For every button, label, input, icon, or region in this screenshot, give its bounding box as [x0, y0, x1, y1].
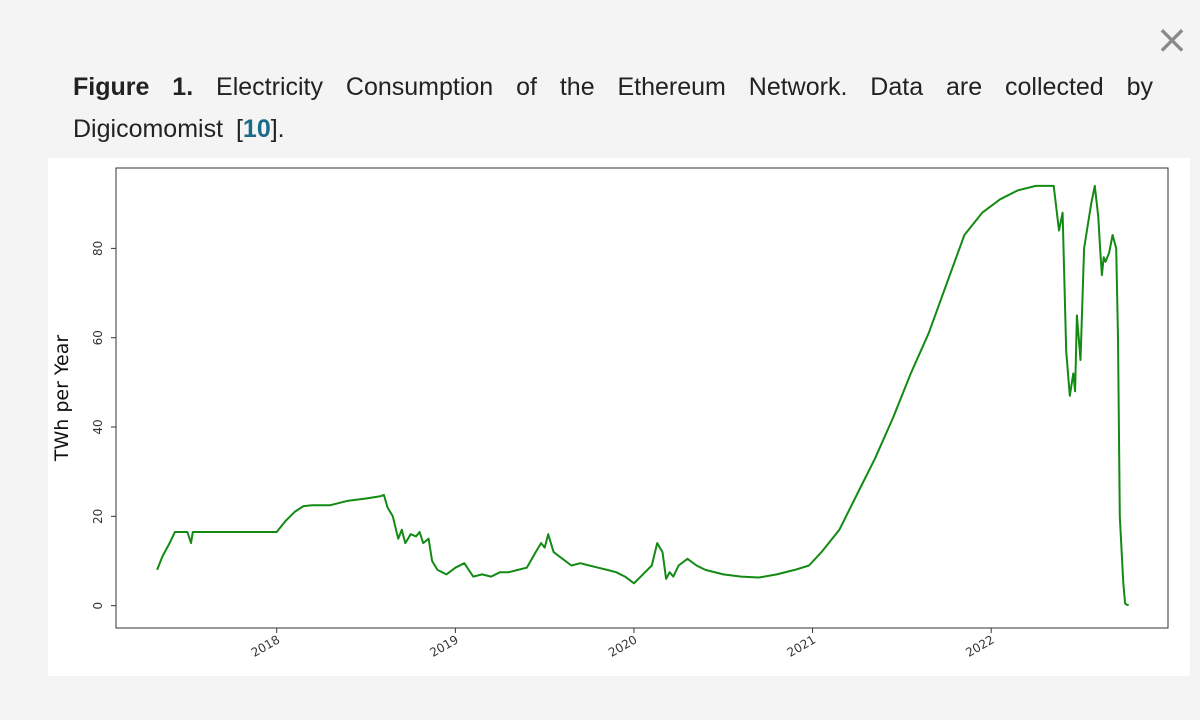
x-tick-label: 2019: [427, 632, 460, 659]
figure-caption: Figure 1. Electricity Consumption of the…: [73, 66, 1153, 150]
x-tick-label: 2018: [249, 632, 282, 659]
caption-text: Electricity Consumption of the Ethereum …: [73, 73, 1153, 143]
line-chart: 0 20 40 60 80 2018 2019 2020 2021 2022 TWh per Y…: [51, 167, 1169, 660]
plot-area-frame: [115, 167, 1169, 629]
figure-panel: 0 20 40 60 80 2018 2019 2020 2021 2022 TWh per Y…: [48, 158, 1190, 676]
y-tick-label: 20: [91, 509, 105, 524]
y-tick-label: 80: [91, 241, 105, 256]
x-tick-label: 2022: [963, 632, 996, 659]
y-axis: 0 20 40 60 80: [91, 241, 116, 610]
citation-link[interactable]: 10: [242, 115, 271, 143]
close-button[interactable]: ×: [1152, 18, 1192, 62]
y-tick-label: 60: [91, 330, 105, 345]
x-axis: 2018 2019 2020 2021 2022: [249, 628, 997, 660]
y-axis-label: TWh per Year: [51, 335, 73, 462]
figure-label: Figure 1.: [73, 73, 194, 101]
x-tick-label: 2020: [606, 632, 639, 659]
y-tick-label: 40: [91, 419, 105, 434]
series-line: [156, 184, 1129, 607]
x-tick-label: 2021: [785, 632, 818, 659]
caption-tail: ].: [270, 115, 285, 143]
y-tick-label: 0: [91, 602, 105, 610]
